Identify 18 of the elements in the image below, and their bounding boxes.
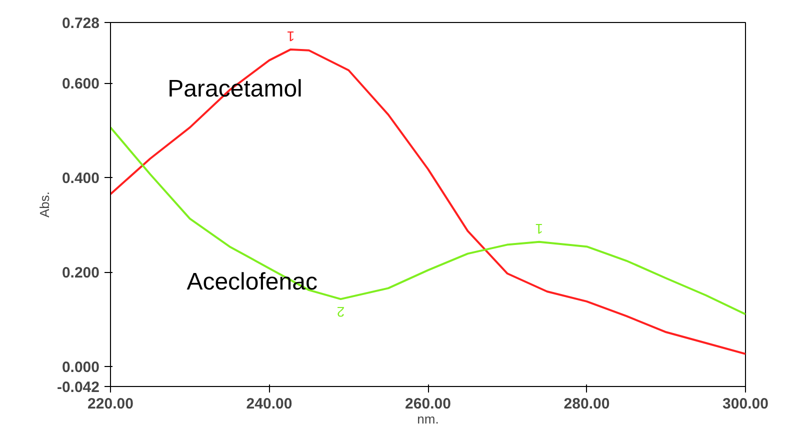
y-tick-label: 0.000 <box>62 359 100 376</box>
y-tick-label: 0.600 <box>62 76 100 93</box>
x-tick-label: 300.00 <box>722 396 768 412</box>
x-tick-label: 280.00 <box>564 396 610 412</box>
annotation: 1 <box>535 220 544 237</box>
x-tick-label: 220.00 <box>88 396 134 412</box>
line-series <box>110 126 746 316</box>
y-tick-label: 0.200 <box>62 264 100 282</box>
x-tick-label: 240.00 <box>246 396 292 412</box>
y-tick-label: 0.728 <box>62 15 100 32</box>
y-axis-title: Abs. <box>36 191 52 218</box>
line-series <box>110 48 746 355</box>
x-axis-title: nm. <box>417 412 439 426</box>
annotation: 2 <box>336 304 345 320</box>
x-tick-label: 260.00 <box>405 396 451 412</box>
y-tick-label: -0.042 <box>56 379 100 396</box>
y-tick-label: 0.400 <box>62 170 100 188</box>
annotation: 1 <box>286 28 295 44</box>
